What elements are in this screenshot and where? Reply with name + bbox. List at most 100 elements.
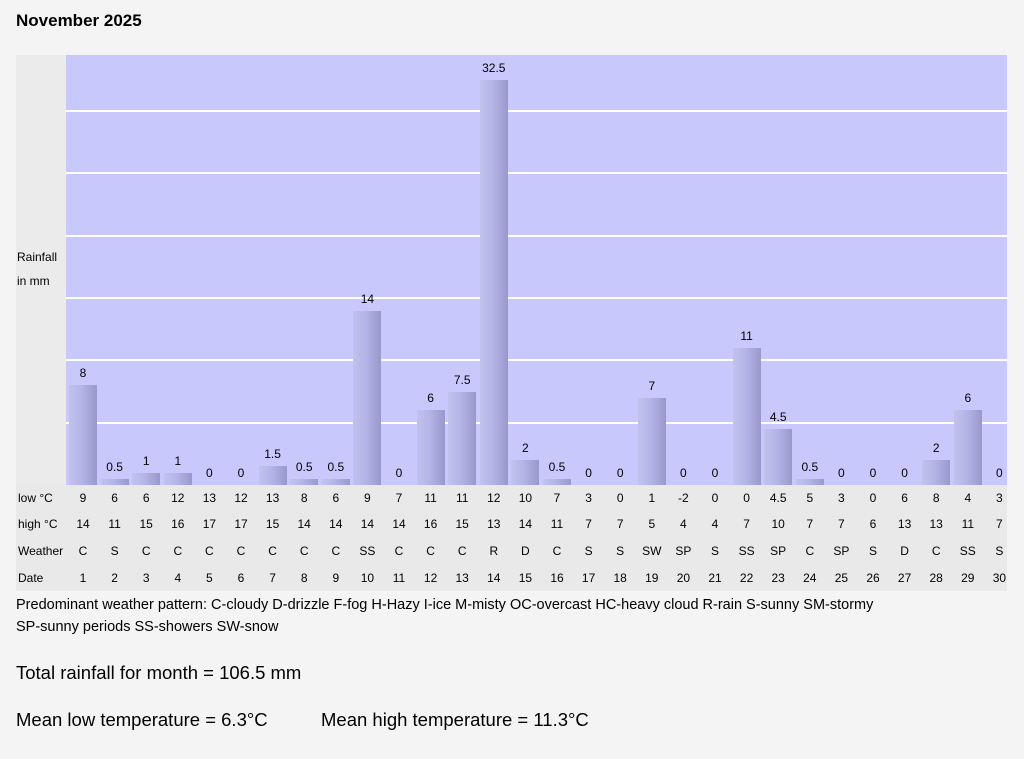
value-label-day-29: 6: [964, 391, 972, 406]
low-cell-day-5: 13: [202, 491, 217, 505]
weather-cell-day-25: SP: [833, 544, 850, 558]
value-label-day-20: 0: [680, 466, 687, 480]
weather-cell-day-7: C: [268, 544, 277, 558]
low-cell-day-25: 3: [838, 491, 845, 505]
high-cell-day-23: 10: [771, 517, 785, 531]
bar-day-24: [795, 478, 824, 485]
page-title: November 2025: [16, 11, 142, 30]
date-cell-day-14: 14: [487, 571, 501, 585]
date-cell-day-2: 2: [111, 571, 118, 585]
gridline: [66, 297, 1007, 299]
high-cell-day-22: 7: [743, 517, 750, 531]
bar-day-16: [543, 478, 571, 485]
bar-day-4: [163, 472, 192, 485]
bar-day-10: [353, 310, 382, 485]
low-cell-day-15: 10: [518, 491, 533, 505]
value-label-day-4: 1: [174, 453, 182, 468]
high-cell-day-3: 15: [139, 517, 153, 531]
high-cell-day-30: 7: [996, 517, 1003, 531]
high-cell-day-17: 7: [585, 517, 592, 531]
low-cell-day-13: 11: [455, 491, 469, 505]
value-label-day-2: 0.5: [106, 459, 123, 474]
low-cell-day-3: 6: [142, 491, 150, 505]
value-label-day-26: 0: [869, 466, 877, 480]
high-cell-day-27: 13: [897, 517, 912, 531]
y-axis-label-column: [16, 55, 66, 485]
date-cell-day-10: 10: [360, 571, 375, 585]
high-cell-day-2: 11: [108, 517, 121, 531]
weather-cell-day-2: S: [110, 544, 119, 558]
value-label-day-11: 0: [395, 466, 403, 480]
low-cell-day-27: 6: [901, 491, 908, 505]
value-label-day-16: 0.5: [548, 459, 566, 474]
weather-cell-day-10: SS: [359, 544, 376, 558]
date-cell-day-30: 30: [992, 571, 1007, 585]
value-label-day-22: 11: [740, 328, 753, 343]
bar-day-14: [479, 79, 508, 485]
low-cell-day-28: 8: [932, 491, 940, 505]
low-cell-day-16: 7: [553, 491, 561, 505]
date-cell-day-13: 13: [455, 571, 469, 585]
high-cell-day-21: 4: [711, 517, 719, 531]
high-cell-day-24: 7: [806, 517, 814, 531]
mean-low-temperature: Mean low temperature = 6.3°C: [16, 709, 268, 730]
low-cell-day-17: 3: [585, 491, 592, 505]
gridline: [66, 234, 1007, 237]
y-axis-label-unit: in mm: [17, 274, 50, 288]
high-cell-day-25: 7: [838, 517, 845, 531]
weather-cell-day-1: C: [78, 544, 88, 558]
date-cell-day-12: 12: [423, 571, 438, 585]
bar-day-12: [416, 410, 445, 485]
low-cell-day-11: 7: [395, 491, 403, 505]
high-cell-day-16: 11: [550, 517, 564, 531]
high-cell-day-26: 6: [869, 517, 877, 531]
low-cell-day-18: 0: [616, 491, 624, 505]
low-cell-day-1: 9: [79, 491, 87, 505]
date-cell-day-17: 17: [581, 571, 596, 585]
weather-cell-day-11: C: [394, 544, 404, 558]
date-cell-day-23: 23: [771, 571, 785, 585]
low-cell-day-19: 1: [648, 491, 656, 505]
date-cell-day-15: 15: [518, 571, 533, 585]
date-cell-day-5: 5: [206, 571, 213, 585]
bar-day-19: [637, 397, 666, 485]
weather-cell-day-12: C: [426, 544, 435, 558]
weather-legend: Predominant weather pattern: C-cloudy D-…: [16, 594, 976, 638]
value-label-day-13: 7.5: [453, 372, 471, 387]
bar-day-23: [764, 428, 793, 485]
value-label-day-8: 0.5: [295, 459, 313, 474]
low-cell-day-10: 9: [364, 491, 371, 505]
high-cell-day-7: 15: [265, 517, 280, 531]
low-cell-day-14: 12: [487, 491, 501, 505]
low-cell-day-4: 12: [171, 491, 185, 505]
value-label-day-28: 2: [932, 441, 940, 456]
high-cell-day-5: 17: [202, 517, 217, 531]
total-rainfall: Total rainfall for month = 106.5 mm: [16, 662, 302, 683]
value-label-day-14: 32.5: [482, 60, 506, 75]
high-cell-day-14: 13: [487, 517, 501, 531]
high-cell-day-10: 14: [360, 517, 375, 531]
weather-cell-day-8: C: [299, 544, 309, 558]
date-cell-day-6: 6: [237, 571, 245, 585]
value-label-day-24: 0.5: [801, 459, 819, 474]
date-cell-day-11: 11: [392, 571, 406, 585]
weather-cell-day-21: S: [710, 544, 719, 558]
low-cell-day-21: 0: [711, 491, 719, 505]
date-cell-day-3: 3: [142, 571, 150, 585]
low-cell-day-22: 0: [743, 491, 750, 505]
gridline: [66, 359, 1007, 362]
high-cell-day-6: 17: [234, 517, 248, 531]
weather-cell-day-6: C: [236, 544, 246, 558]
bar-day-2: [100, 478, 129, 485]
low-cell-day-30: 3: [996, 491, 1003, 505]
row-label-weather: Weather: [18, 544, 64, 558]
value-label-day-7: 1.5: [264, 447, 281, 462]
date-cell-day-22: 22: [739, 571, 754, 585]
weather-cell-day-3: C: [141, 544, 151, 558]
weather-cell-day-16: C: [552, 544, 562, 558]
high-cell-day-19: 5: [648, 517, 656, 531]
value-label-day-19: 7: [648, 378, 656, 393]
rainfall-chart: 8 0.5 1 1 0 0 1.5 0.5 0.5 14 0 6 7.5 32.5 2 0.5 0 0 7 0 0 11 4…: [66, 55, 1007, 485]
date-cell-day-21: 21: [708, 571, 722, 585]
value-label-day-6: 0: [237, 466, 245, 480]
